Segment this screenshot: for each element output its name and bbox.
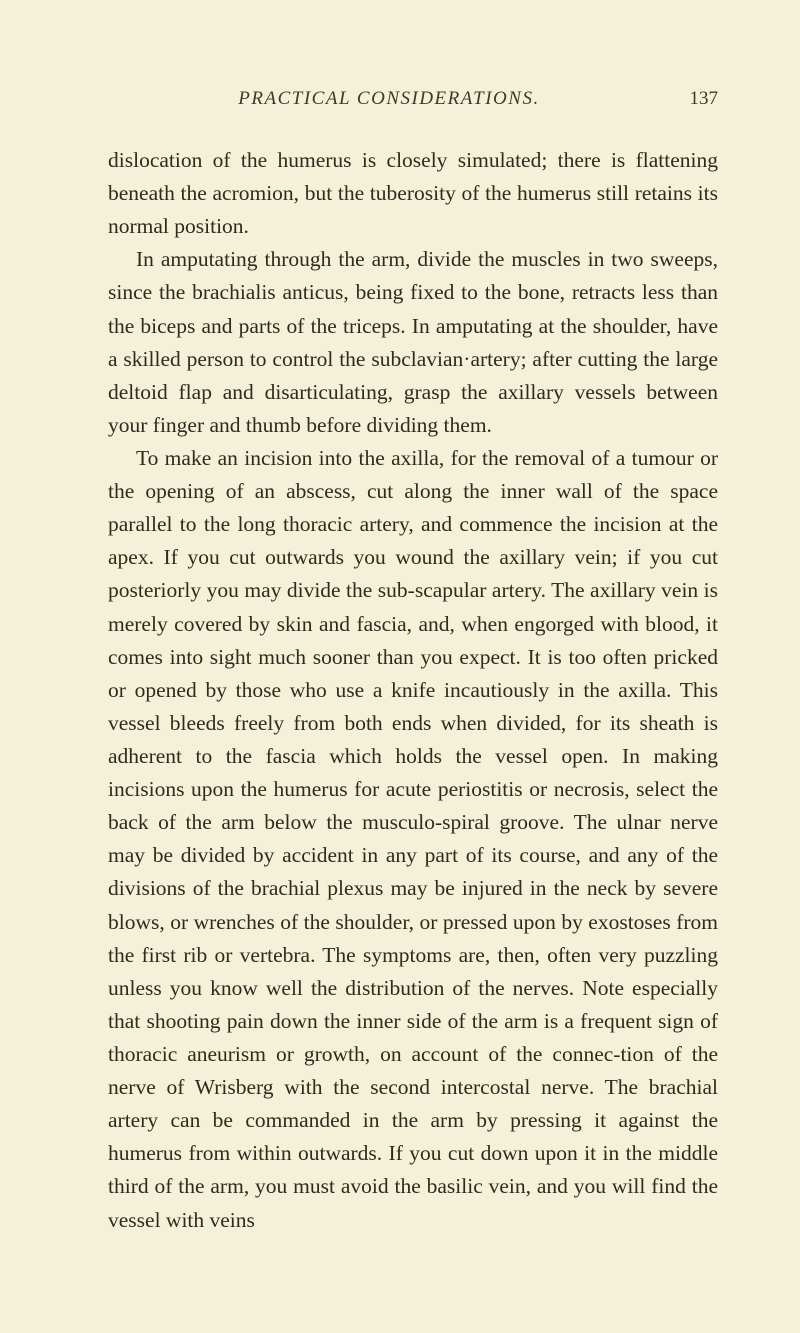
page: PRACTICAL CONSIDERATIONS. 137 dislocatio…	[0, 0, 800, 1297]
running-title: PRACTICAL CONSIDERATIONS.	[108, 88, 670, 110]
paragraph: To make an incision into the axilla, for…	[108, 442, 718, 1237]
paragraph: In amputating through the arm, divide th…	[108, 243, 718, 442]
body-text: dislocation of the humerus is closely si…	[108, 144, 718, 1237]
page-header: PRACTICAL CONSIDERATIONS. 137	[108, 88, 718, 110]
paragraph: dislocation of the humerus is closely si…	[108, 144, 718, 243]
page-number: 137	[670, 88, 718, 110]
